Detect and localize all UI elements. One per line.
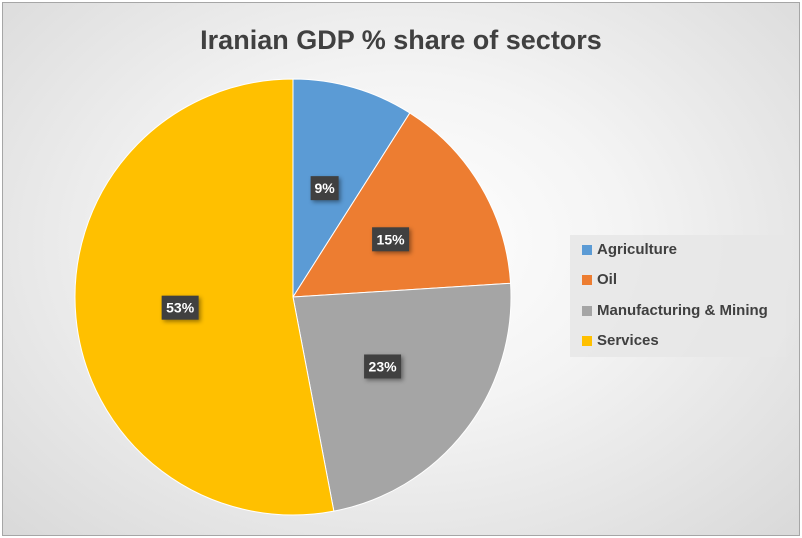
data-label-text: 23% bbox=[369, 358, 398, 374]
legend-item-services: Services bbox=[582, 332, 659, 349]
pie-chart: 9% 15% 23% 53% bbox=[74, 78, 512, 516]
legend-swatch bbox=[582, 244, 592, 255]
data-label: 15% bbox=[372, 227, 410, 252]
pie-slice-oil bbox=[292, 112, 512, 298]
data-label: 9% bbox=[310, 176, 339, 201]
data-label: 53% bbox=[161, 295, 199, 320]
data-label-box bbox=[161, 295, 199, 320]
legend-item-manufacturing: Manufacturing & Mining bbox=[582, 302, 768, 319]
data-label: 23% bbox=[364, 354, 402, 379]
pie-slice-agriculture bbox=[292, 78, 411, 299]
legend-swatch bbox=[582, 335, 592, 346]
legend-item-oil: Oil bbox=[582, 271, 617, 288]
data-label-text: 15% bbox=[377, 231, 406, 247]
legend: Agriculture Oil Manufacturing & Mining S… bbox=[570, 235, 786, 357]
data-label-box bbox=[372, 227, 410, 252]
pie-slice-manufacturing-mining bbox=[292, 282, 512, 512]
data-label-box bbox=[364, 354, 402, 379]
data-label-box bbox=[310, 176, 339, 201]
legend-swatch bbox=[582, 305, 592, 316]
data-label-text: 53% bbox=[166, 300, 195, 316]
legend-item-agriculture: Agriculture bbox=[582, 241, 677, 258]
pie-slice-services bbox=[74, 78, 335, 516]
legend-label: Oil bbox=[597, 271, 618, 288]
legend-label: Agriculture bbox=[597, 241, 678, 258]
legend-label: Manufacturing & Mining bbox=[597, 302, 768, 319]
data-label-text: 9% bbox=[315, 180, 336, 196]
legend-label: Services bbox=[597, 332, 659, 349]
legend-swatch bbox=[582, 274, 592, 285]
chart-title: Iranian GDP % share of sectors bbox=[200, 25, 602, 55]
